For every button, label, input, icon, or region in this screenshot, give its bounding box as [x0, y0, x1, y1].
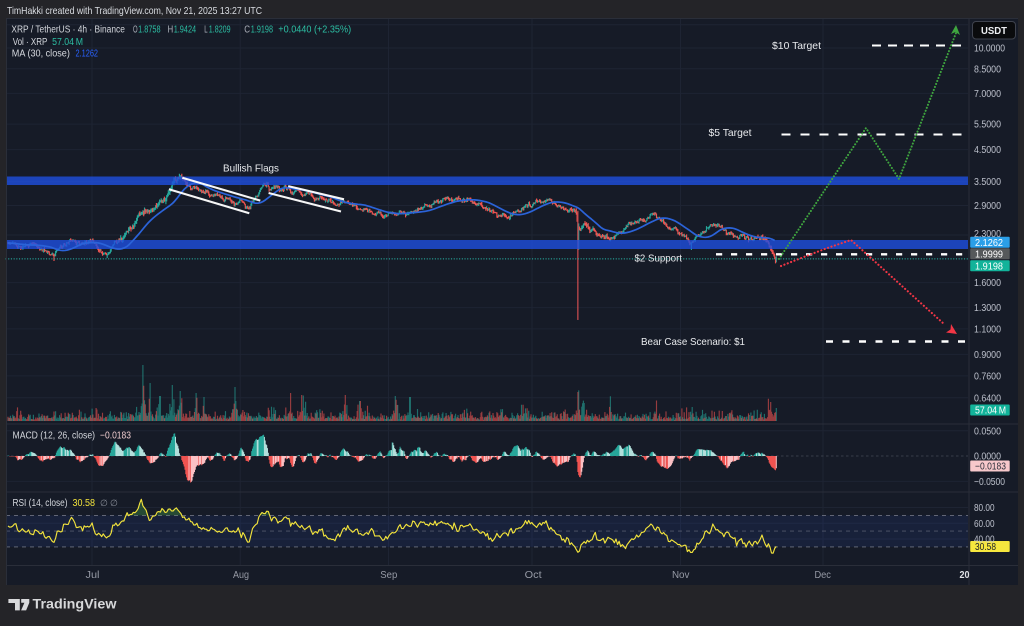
- svg-text:$10 Target: $10 Target: [772, 40, 821, 52]
- svg-text:0.6400: 0.6400: [974, 393, 1001, 404]
- svg-text:RSI (14, close): RSI (14, close): [13, 498, 68, 509]
- svg-text:Bullish Flags: Bullish Flags: [223, 163, 279, 175]
- svg-text:XRP / TetherUS · 4h · Binance: XRP / TetherUS · 4h · Binance: [11, 25, 125, 36]
- svg-text:0.0000: 0.0000: [974, 452, 1001, 463]
- svg-text:2.1262: 2.1262: [975, 238, 1003, 249]
- svg-text:+0.0440 (+2.35%): +0.0440 (+2.35%): [278, 25, 351, 36]
- svg-text:1.9424: 1.9424: [174, 25, 197, 36]
- svg-text:−0.0183: −0.0183: [100, 431, 131, 442]
- svg-text:57.04 M: 57.04 M: [975, 406, 1006, 417]
- svg-text:∅: ∅: [100, 498, 108, 508]
- svg-text:$2 Support: $2 Support: [635, 253, 683, 265]
- svg-text:1.9198: 1.9198: [975, 261, 1003, 272]
- svg-text:2.9000: 2.9000: [974, 201, 1001, 212]
- svg-text:USDT: USDT: [981, 25, 1008, 37]
- svg-text:5.5000: 5.5000: [974, 120, 1001, 131]
- svg-text:20: 20: [960, 569, 970, 581]
- svg-text:0.0500: 0.0500: [974, 426, 1001, 437]
- svg-text:Sep: Sep: [380, 569, 397, 581]
- svg-text:−0.0500: −0.0500: [974, 477, 1005, 488]
- svg-text:TradingView: TradingView: [33, 596, 117, 612]
- svg-text:TimHakki created with TradingV: TimHakki created with TradingView.com, N…: [7, 5, 262, 17]
- svg-text:MA (30, close): MA (30, close): [12, 48, 70, 59]
- svg-text:Oct: Oct: [525, 569, 542, 581]
- svg-text:1.6000: 1.6000: [974, 278, 1001, 289]
- svg-text:0.9000: 0.9000: [974, 350, 1001, 361]
- svg-text:$5 Target: $5 Target: [709, 127, 752, 139]
- svg-text:1.1000: 1.1000: [974, 325, 1001, 336]
- svg-text:80.00: 80.00: [974, 503, 995, 514]
- svg-text:1.9999: 1.9999: [975, 249, 1003, 260]
- svg-text:L: L: [204, 25, 208, 36]
- svg-text:60.00: 60.00: [974, 519, 995, 530]
- svg-text:57.04 M: 57.04 M: [52, 37, 83, 48]
- svg-text:40.00: 40.00: [974, 535, 995, 546]
- svg-text:MACD (12, 26, close): MACD (12, 26, close): [13, 431, 96, 442]
- svg-text:30.58: 30.58: [975, 542, 996, 553]
- svg-text:O: O: [133, 25, 138, 36]
- svg-text:Jul: Jul: [86, 569, 100, 581]
- svg-text:10.0000: 10.0000: [974, 44, 1005, 55]
- svg-text:Nov: Nov: [672, 569, 690, 581]
- svg-text:2.3000: 2.3000: [974, 229, 1001, 240]
- svg-text:8.5000: 8.5000: [974, 64, 1001, 75]
- svg-text:Dec: Dec: [814, 569, 831, 581]
- svg-text:∅: ∅: [110, 498, 118, 508]
- svg-text:1.8758: 1.8758: [138, 25, 161, 36]
- svg-text:C: C: [244, 25, 250, 36]
- svg-text:−0.0183: −0.0183: [975, 462, 1006, 473]
- svg-text:0.7600: 0.7600: [974, 372, 1001, 383]
- svg-text:1.9198: 1.9198: [251, 25, 274, 36]
- svg-text:3.5000: 3.5000: [974, 177, 1001, 188]
- svg-text:7.0000: 7.0000: [974, 89, 1001, 100]
- svg-text:4.5000: 4.5000: [974, 145, 1001, 156]
- svg-text:30.58: 30.58: [73, 498, 96, 509]
- svg-text:H: H: [168, 25, 174, 36]
- svg-text:2.1262: 2.1262: [76, 48, 99, 59]
- svg-text:1.8209: 1.8209: [209, 25, 231, 36]
- svg-text:1.3000: 1.3000: [974, 303, 1001, 314]
- svg-text:Aug: Aug: [233, 569, 249, 581]
- svg-text:Bear Case Scenario: $1: Bear Case Scenario: $1: [641, 336, 745, 348]
- svg-text:Vol · XRP: Vol · XRP: [13, 37, 48, 48]
